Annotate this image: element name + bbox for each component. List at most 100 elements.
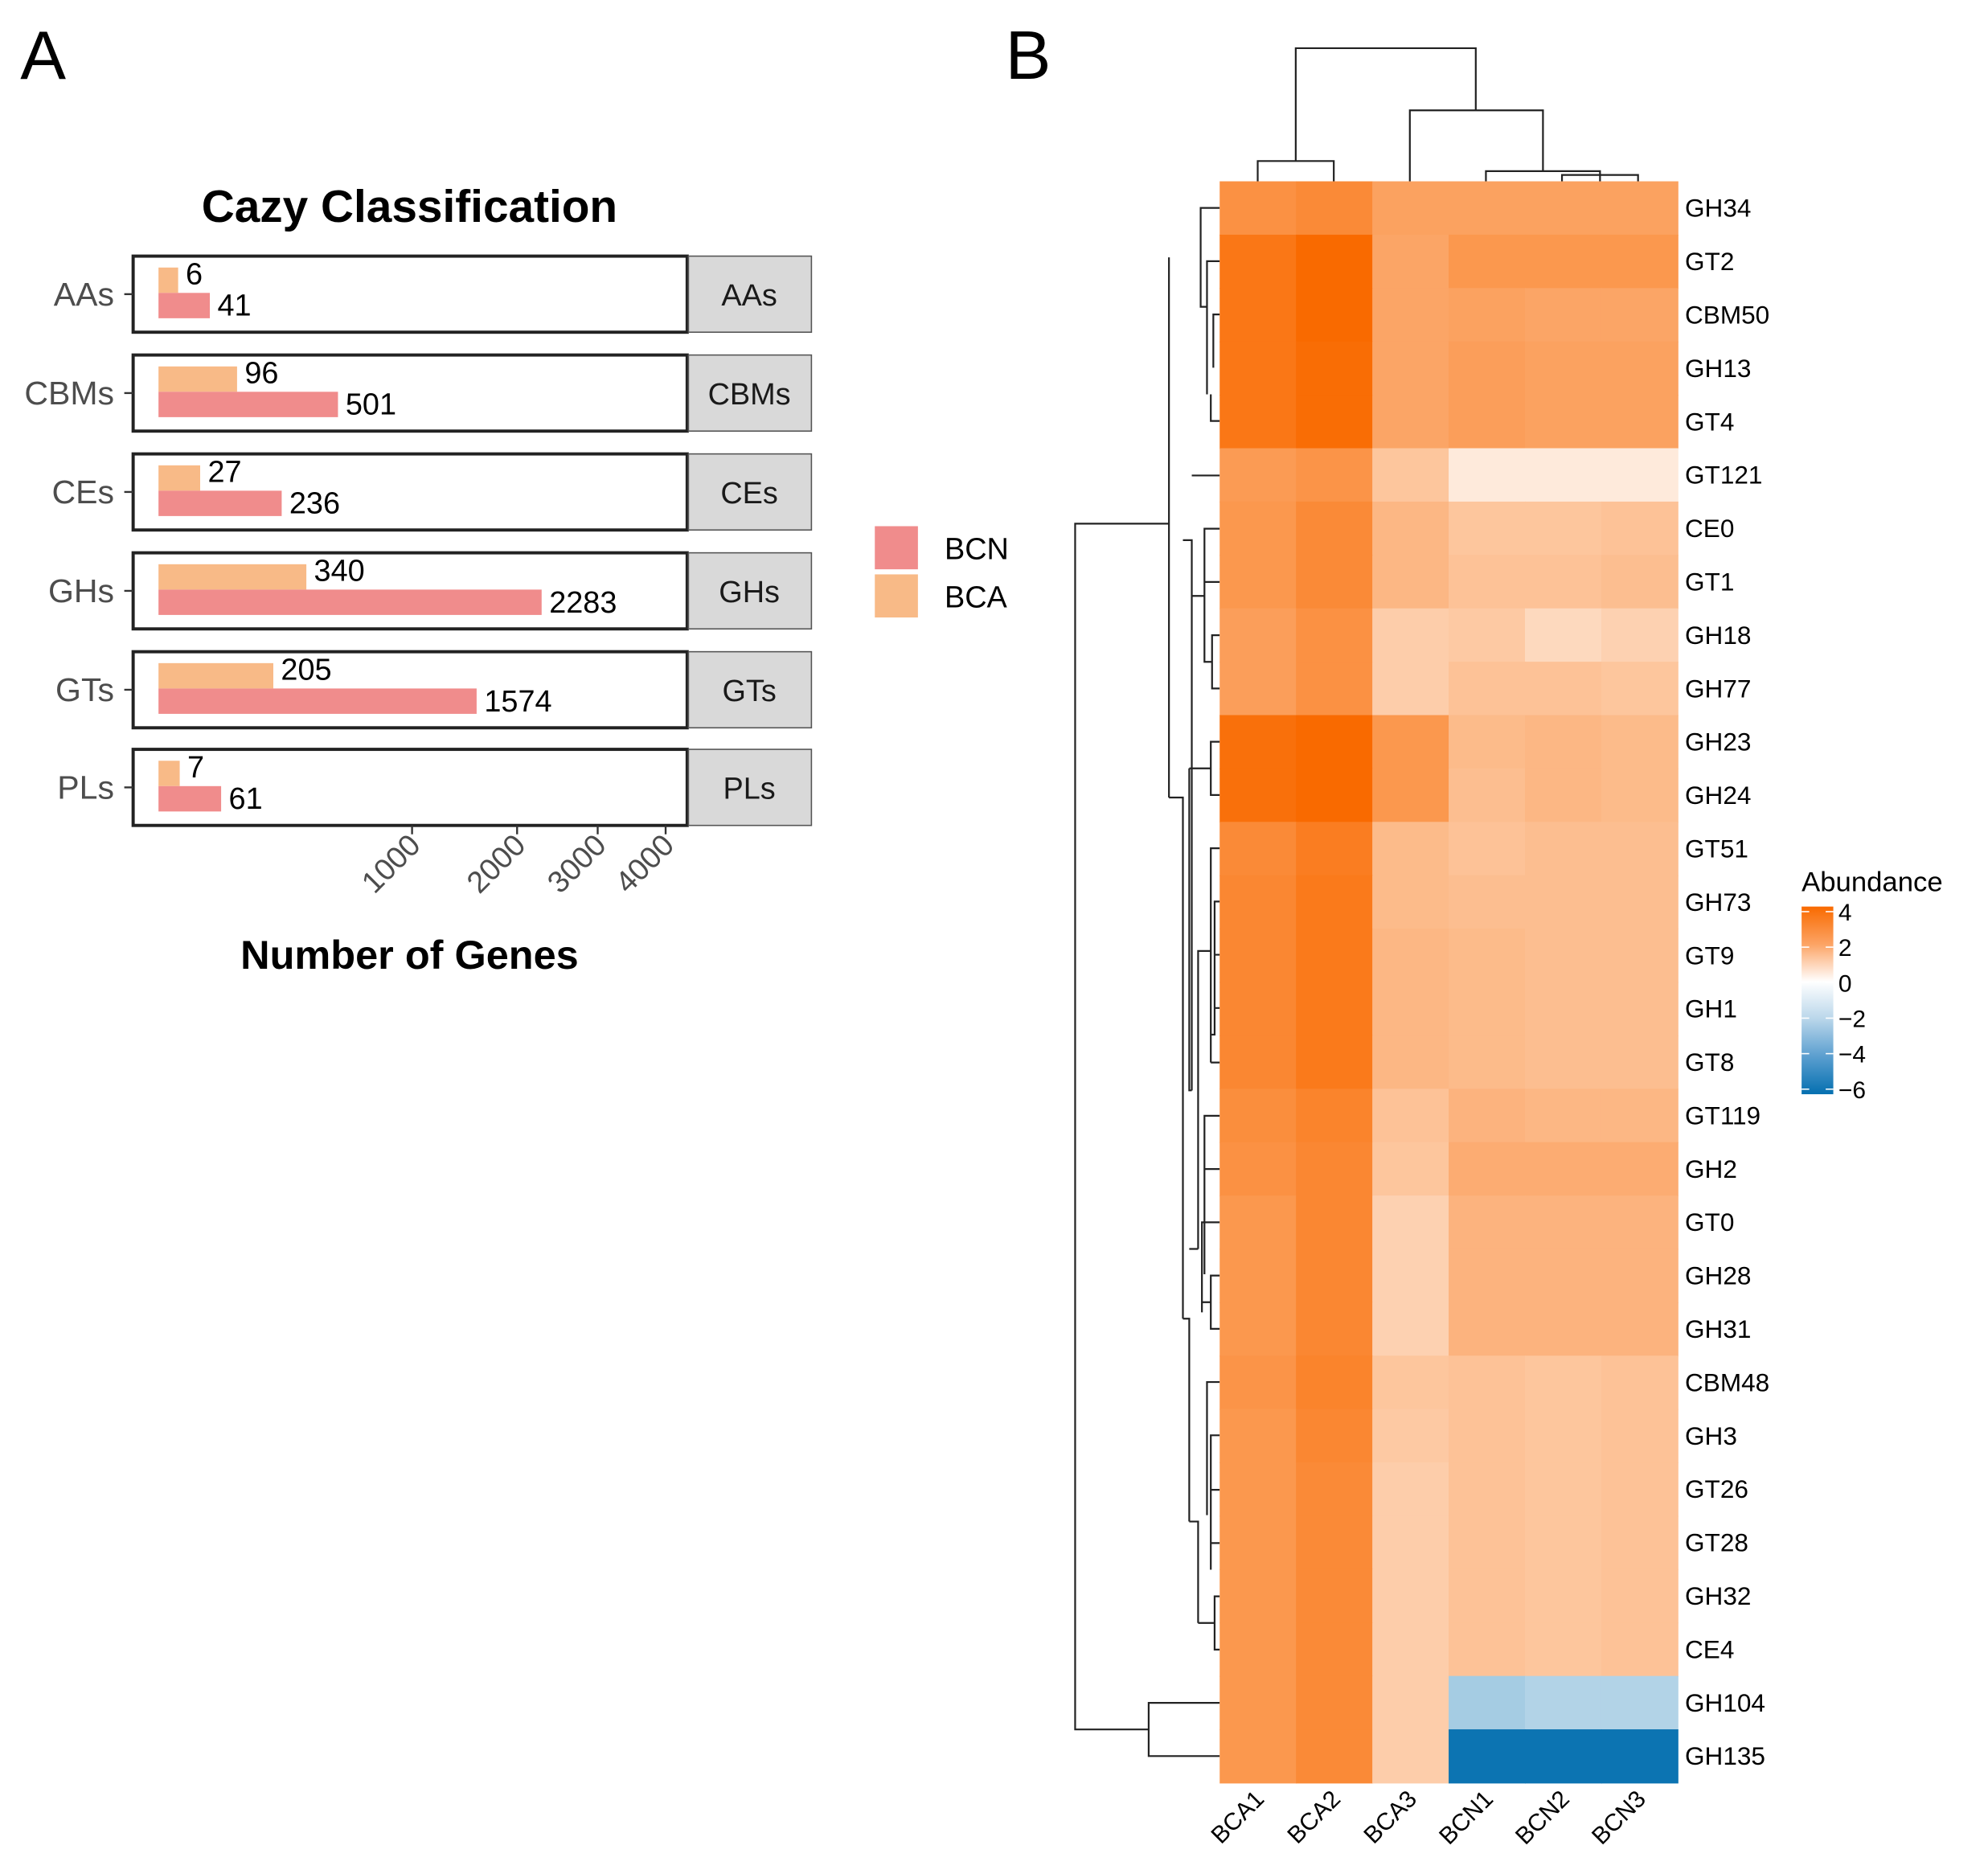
heatmap-row-label: GH104	[1685, 1688, 1765, 1717]
heatmap-row-label: GT8	[1685, 1048, 1734, 1076]
heatmap-cell-cbm50-bca3	[1372, 288, 1450, 342]
heatmap-cell-gh32-bcn2	[1525, 1569, 1602, 1624]
bar-value-label: 6	[186, 257, 203, 291]
facet-strip-aas	[687, 255, 813, 333]
heatmap-row-label: GT51	[1685, 834, 1748, 863]
heatmap-cell-gh1-bcn1	[1449, 982, 1526, 1036]
heatmap-cell-gh23-bca1	[1219, 715, 1297, 769]
bar-bcn-gts	[158, 688, 477, 714]
heatmap-cell-gh24-bca2	[1296, 768, 1374, 823]
heatmap-row-label: GT119	[1685, 1101, 1761, 1130]
heatmap-cell-gt1-bcn3	[1601, 555, 1679, 609]
facet-panel-aas	[131, 254, 689, 334]
heatmap-cell-gt1-bca3	[1372, 555, 1450, 609]
heatmap-cell-gh3-bca2	[1296, 1409, 1374, 1464]
heatmap-cell-gt28-bcn1	[1449, 1515, 1526, 1570]
heatmap-cell-gt28-bcn3	[1601, 1515, 1679, 1570]
heatmap-cell-gt0-bcn1	[1449, 1195, 1526, 1250]
heatmap-cell-gt4-bca1	[1219, 395, 1297, 449]
heatmap-cell-gt9-bcn2	[1525, 929, 1602, 983]
heatmap-cell-gt1-bcn2	[1525, 555, 1602, 609]
bar-bca-aas	[158, 267, 178, 293]
heatmap-cell-gh31-bcn3	[1601, 1302, 1679, 1357]
heatmap-row-label: GH1	[1685, 994, 1737, 1023]
heatmap-cell-gh135-bca3	[1372, 1729, 1450, 1784]
heatmap-cell-gh3-bca1	[1219, 1409, 1297, 1464]
heatmap-row-label: CE0	[1685, 514, 1734, 543]
y-tick-label: CEs	[52, 474, 114, 511]
heatmap-column-label: BCN1	[1434, 1786, 1498, 1850]
heatmap-cell-gh77-bca2	[1296, 662, 1374, 716]
heatmap-cell-gt26-bca1	[1219, 1462, 1297, 1517]
heatmap-cell-gh13-bca2	[1296, 341, 1374, 396]
heatmap-cell-gh135-bcn3	[1601, 1729, 1679, 1784]
heatmap-cell-cbm48-bcn1	[1449, 1355, 1526, 1410]
panel-label-a: A	[20, 18, 66, 94]
heatmap-cell-gt121-bca3	[1372, 448, 1450, 502]
colorbar	[1801, 906, 1834, 1095]
heatmap-cell-gh13-bca3	[1372, 341, 1450, 396]
bar-bca-ghs	[158, 564, 307, 590]
heatmap-cell-gh32-bcn1	[1449, 1569, 1526, 1624]
heatmap-cell-gh18-bca2	[1296, 608, 1374, 663]
heatmap-cell-gh34-bca3	[1372, 181, 1450, 236]
heatmap-cell-gh104-bca3	[1372, 1675, 1450, 1730]
x-tick-label: 4000	[609, 828, 681, 900]
heatmap-cell-gt8-bca3	[1372, 1035, 1450, 1090]
heatmap-cell-gh18-bcn2	[1525, 608, 1602, 663]
heatmap-row-label: GH77	[1685, 674, 1751, 703]
heatmap-cell-gt51-bca1	[1219, 822, 1297, 876]
heatmap-cell-gt119-bcn2	[1525, 1089, 1602, 1143]
x-tick-label: 1000	[355, 828, 427, 900]
heatmap-cell-gt4-bcn2	[1525, 395, 1602, 449]
y-tick-label: GTs	[55, 671, 114, 708]
heatmap-cell-gh28-bca1	[1219, 1249, 1297, 1303]
heatmap-cell-ce0-bca1	[1219, 501, 1297, 556]
heatmap-cell-gh13-bca1	[1219, 341, 1297, 396]
heatmap-cell-gh18-bca3	[1372, 608, 1450, 663]
heatmap-cell-gh18-bcn3	[1601, 608, 1679, 663]
heatmap-column-label: BCA3	[1359, 1786, 1422, 1849]
facet-strip-gts	[687, 650, 813, 729]
heatmap-cell-gt9-bca3	[1372, 929, 1450, 983]
heatmap-cell-gh77-bcn2	[1525, 662, 1602, 716]
heatmap-cell-gh3-bcn1	[1449, 1409, 1526, 1464]
heatmap-cell-gh34-bca1	[1219, 181, 1297, 236]
heatmap-cell-ce4-bcn1	[1449, 1622, 1526, 1677]
abundance-heatmap: Abundance GH34GT2CBM50GH13GT4GT121CE0GT1…	[1074, 47, 1943, 1850]
heatmap-cell-gh73-bca1	[1219, 875, 1297, 930]
heatmap-row-label: CE4	[1685, 1634, 1734, 1663]
heatmap-cell-gh73-bcn3	[1601, 875, 1679, 930]
heatmap-cell-gt121-bcn1	[1449, 448, 1526, 502]
bar-value-label: 7	[187, 751, 204, 785]
heatmap-cell-cbm50-bcn1	[1449, 288, 1526, 342]
bar-bca-gts	[158, 662, 273, 689]
heatmap-row-label: GT1	[1685, 567, 1734, 596]
heatmap-cell-gh135-bcn1	[1449, 1729, 1526, 1784]
heatmap-cell-gt26-bcn2	[1525, 1462, 1602, 1517]
heatmap-cell-gh13-bcn2	[1525, 341, 1602, 396]
heatmap-cell-gt2-bcn1	[1449, 234, 1526, 289]
bar-bcn-pls	[158, 785, 222, 812]
heatmap-cell-gh77-bcn3	[1601, 662, 1679, 716]
facet-strip-cbms	[687, 354, 813, 433]
heatmap-cell-gh73-bca3	[1372, 875, 1450, 930]
heatmap-row-label: GH18	[1685, 621, 1751, 650]
heatmap-cell-gh73-bca2	[1296, 875, 1374, 930]
heatmap-cell-ce0-bca2	[1296, 501, 1374, 556]
heatmap-cell-cbm48-bca1	[1219, 1355, 1297, 1410]
colorbar-tick-label: 4	[1838, 900, 1852, 926]
facet-strip-label: CBMs	[708, 378, 791, 412]
colorbar-tick-label: −4	[1838, 1042, 1866, 1068]
heatmap-cell-gh34-bcn2	[1525, 181, 1602, 236]
heatmap-cell-ce4-bca3	[1372, 1622, 1450, 1677]
bar-value-label: 205	[281, 653, 331, 687]
heatmap-column-label: BCA1	[1206, 1786, 1269, 1849]
heatmap-cell-gt9-bca2	[1296, 929, 1374, 983]
heatmap-cell-cbm48-bcn3	[1601, 1355, 1679, 1410]
colorbar-tick-label: −2	[1838, 1006, 1866, 1032]
heatmap-cell-cbm48-bca3	[1372, 1355, 1450, 1410]
heatmap-cell-gh104-bca2	[1296, 1675, 1374, 1730]
heatmap-cell-gh34-bcn3	[1601, 181, 1679, 236]
bar-value-label: 27	[207, 455, 241, 489]
